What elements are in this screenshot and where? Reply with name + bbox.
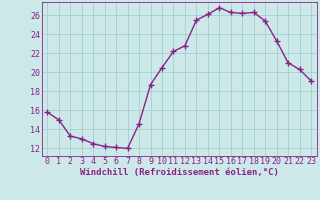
X-axis label: Windchill (Refroidissement éolien,°C): Windchill (Refroidissement éolien,°C) (80, 168, 279, 177)
